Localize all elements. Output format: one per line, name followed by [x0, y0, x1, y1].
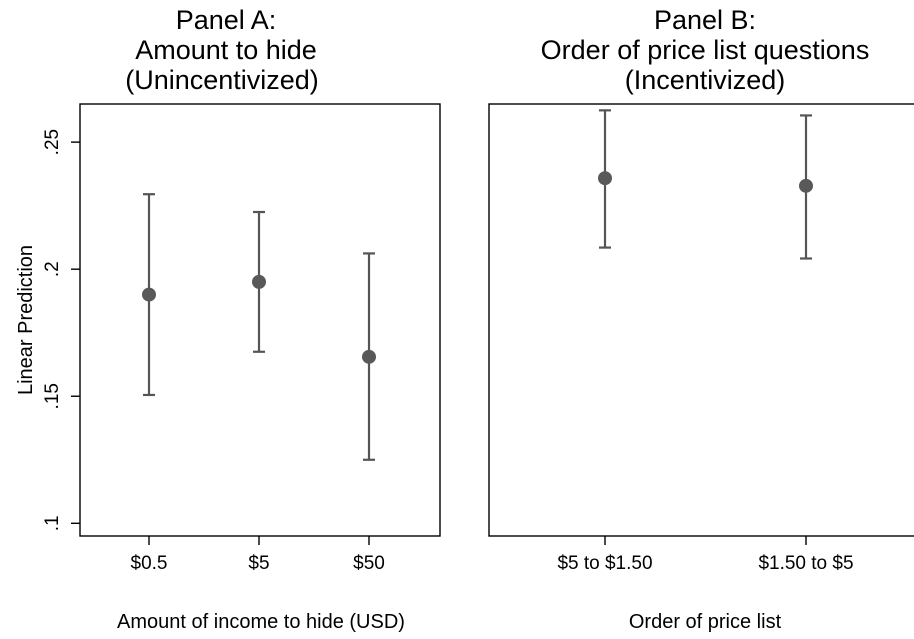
panel-b-title-line-2: Order of price list questions — [541, 35, 870, 65]
panel-b-x-tick-label: $1.50 to $5 — [758, 553, 853, 574]
panel-a-y-tick-label: .1 — [42, 515, 63, 531]
panel-a-x-axis-label: Amount of income to hide (USD) — [117, 611, 405, 633]
panel-a-point — [252, 274, 266, 289]
panel-b: Panel B: Order of price list questions (… — [488, 5, 914, 633]
panel-a-x-tick-label: $50 — [353, 553, 385, 574]
panel-b-marks — [598, 109, 813, 260]
panel-b-point — [598, 171, 612, 186]
panel-b-title-line-3: (Incentivized) — [625, 65, 786, 95]
panel-b-plot-frame — [488, 103, 914, 537]
panel-a-title-line-1: Panel A: — [176, 5, 277, 35]
panel-a-x-axis: $0.5 $5 $50 — [131, 536, 385, 574]
panel-a-marks — [142, 193, 376, 461]
panel-a-x-tick-label: $0.5 — [131, 553, 168, 574]
panel-a-x-tick-label: $5 — [248, 553, 269, 574]
panel-a-y-axis: .1 .15 .2 .25 — [42, 129, 80, 531]
panel-a-y-tick-label: .25 — [42, 129, 63, 155]
panel-b-title-line-1: Panel B: — [654, 5, 756, 35]
panel-b-x-axis: $5 to $1.50 $1.50 to $5 — [557, 536, 854, 574]
panel-a-title-line-3: (Unincentivized) — [125, 65, 319, 95]
panel-a-y-axis-label: Linear Prediction — [15, 245, 37, 395]
panel-a-point — [142, 287, 156, 302]
panel-a-y-tick-label: .15 — [42, 383, 63, 409]
panel-a-y-tick-label: .2 — [42, 261, 63, 277]
panel-b-x-axis-label: Order of price list — [629, 611, 782, 633]
panel-a-plot-frame — [79, 103, 441, 537]
panel-a: Panel A: Amount to hide (Unincentivized)… — [15, 5, 441, 633]
panel-b-point — [799, 178, 813, 193]
panel-a-title-line-2: Amount to hide — [135, 35, 317, 65]
panel-b-x-tick-label: $5 to $1.50 — [557, 553, 652, 574]
panel-a-point — [362, 349, 376, 364]
